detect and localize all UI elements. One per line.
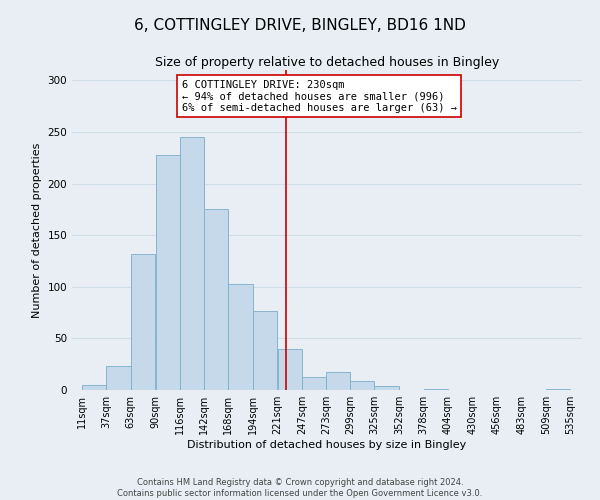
Bar (374, 386, 398, 390)
Bar (180, 137, 204, 390)
Bar (350, 380, 374, 390)
Text: Contains HM Land Registry data © Crown copyright and database right 2024.
Contai: Contains HM Land Registry data © Crown c… (118, 478, 482, 498)
Bar (326, 372, 350, 390)
Bar (278, 348, 302, 390)
Text: 6 COTTINGLEY DRIVE: 230sqm
← 94% of detached houses are smaller (996)
6% of semi: 6 COTTINGLEY DRIVE: 230sqm ← 94% of deta… (182, 80, 457, 113)
Bar (546, 389, 570, 390)
X-axis label: Distribution of detached houses by size in Bingley: Distribution of detached houses by size … (187, 440, 467, 450)
Bar (156, 154, 180, 390)
Y-axis label: Number of detached properties: Number of detached properties (32, 142, 42, 318)
Bar (106, 366, 131, 390)
Bar (131, 254, 155, 390)
Bar (82, 385, 106, 390)
Bar (204, 210, 229, 390)
Bar (302, 376, 326, 390)
Text: 6, COTTINGLEY DRIVE, BINGLEY, BD16 1ND: 6, COTTINGLEY DRIVE, BINGLEY, BD16 1ND (134, 18, 466, 32)
Bar (424, 389, 448, 390)
Bar (229, 284, 253, 390)
Title: Size of property relative to detached houses in Bingley: Size of property relative to detached ho… (155, 56, 499, 69)
Bar (253, 310, 277, 390)
